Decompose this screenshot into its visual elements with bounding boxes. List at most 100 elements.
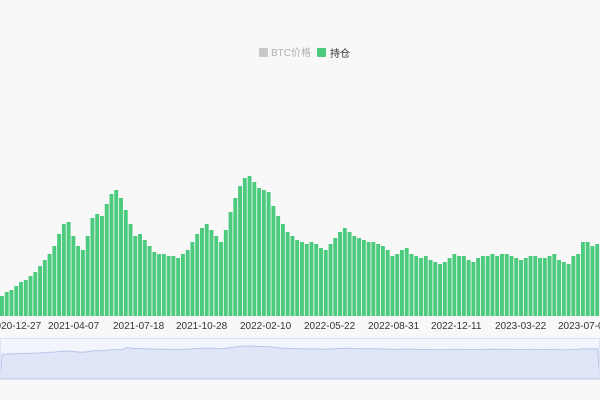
bar bbox=[171, 256, 176, 316]
bar bbox=[585, 242, 590, 316]
x-tick-label: 2021-07-18 bbox=[113, 321, 165, 332]
bar bbox=[347, 232, 352, 316]
bar bbox=[485, 256, 490, 316]
bar bbox=[233, 198, 238, 316]
bar bbox=[366, 242, 371, 316]
bar bbox=[276, 216, 281, 316]
bar bbox=[528, 256, 533, 316]
legend-swatch-holdings bbox=[317, 48, 326, 57]
x-tick-label: 2022-05-22 bbox=[304, 321, 356, 332]
bar bbox=[557, 260, 562, 316]
bar bbox=[209, 230, 214, 316]
bar bbox=[152, 252, 157, 316]
bar bbox=[414, 256, 419, 316]
bar bbox=[480, 256, 485, 316]
x-tick-label: 2022-02-10 bbox=[240, 321, 292, 332]
bar bbox=[300, 242, 304, 316]
bar bbox=[28, 276, 33, 316]
legend-item-btc-price[interactable]: BTC价格 bbox=[259, 46, 311, 59]
bar bbox=[419, 258, 423, 316]
bar bbox=[195, 234, 200, 316]
bar bbox=[495, 256, 500, 316]
bar bbox=[466, 260, 471, 316]
bar bbox=[280, 224, 285, 316]
bar bbox=[476, 258, 481, 316]
bar bbox=[142, 240, 147, 316]
bar bbox=[380, 246, 385, 316]
legend-label-btc-price: BTC价格 bbox=[271, 46, 311, 59]
legend-item-holdings[interactable]: 持仓 bbox=[317, 47, 350, 60]
bar bbox=[376, 244, 381, 316]
bar bbox=[252, 182, 257, 316]
bar bbox=[109, 194, 114, 316]
bar bbox=[271, 206, 276, 316]
bar bbox=[147, 246, 152, 316]
bar-series-holdings bbox=[0, 176, 600, 316]
bar bbox=[95, 214, 100, 316]
x-axis: 2020-12-27 2021-04-07 2021-07-18 2021-10… bbox=[0, 321, 600, 332]
bar bbox=[566, 264, 571, 316]
bar bbox=[295, 240, 300, 316]
bar bbox=[204, 224, 209, 316]
bar bbox=[33, 272, 38, 316]
bar bbox=[123, 210, 128, 316]
bar bbox=[219, 242, 223, 316]
bar bbox=[400, 250, 404, 316]
bar bbox=[547, 256, 552, 316]
bar bbox=[338, 232, 342, 316]
bar bbox=[500, 254, 504, 316]
bar bbox=[285, 232, 290, 316]
bar bbox=[61, 224, 66, 316]
bar bbox=[504, 254, 509, 316]
bar bbox=[157, 254, 162, 316]
bar bbox=[90, 218, 95, 316]
bar bbox=[223, 230, 228, 316]
bar bbox=[323, 250, 328, 316]
bar bbox=[119, 198, 123, 316]
data-zoom-slider[interactable] bbox=[0, 338, 600, 380]
bar bbox=[314, 244, 319, 316]
bar bbox=[304, 244, 309, 316]
bar bbox=[371, 242, 376, 316]
bar bbox=[438, 264, 442, 316]
bar bbox=[352, 236, 357, 316]
bar bbox=[514, 258, 519, 316]
bar bbox=[161, 254, 166, 316]
bar bbox=[214, 236, 219, 316]
bar bbox=[552, 254, 557, 316]
bar bbox=[76, 246, 81, 316]
bar bbox=[595, 244, 600, 316]
bar bbox=[19, 282, 23, 316]
bar bbox=[180, 254, 185, 316]
bar bbox=[80, 250, 85, 316]
bar bbox=[228, 212, 233, 316]
bar bbox=[238, 186, 242, 316]
bar bbox=[9, 290, 14, 316]
bar bbox=[138, 234, 142, 316]
x-tick-label: 2023-07-02 bbox=[558, 321, 600, 332]
bar bbox=[114, 190, 119, 316]
bar bbox=[433, 262, 438, 316]
bar bbox=[23, 280, 28, 316]
bar bbox=[319, 248, 323, 316]
x-tick-label: 2021-04-07 bbox=[48, 321, 100, 332]
bar bbox=[357, 238, 362, 316]
bar bbox=[104, 204, 109, 316]
bar bbox=[266, 192, 271, 316]
bar bbox=[47, 254, 52, 316]
x-tick-label: 2023-03-22 bbox=[495, 321, 547, 332]
bar bbox=[166, 256, 171, 316]
bar bbox=[247, 176, 252, 316]
legend-label-holdings: 持仓 bbox=[330, 47, 350, 60]
bar bbox=[423, 256, 428, 316]
x-tick-label: 2022-08-31 bbox=[368, 321, 420, 332]
bar bbox=[333, 238, 338, 316]
bar bbox=[85, 236, 90, 316]
bar bbox=[452, 254, 457, 316]
bar bbox=[342, 228, 347, 316]
bar bbox=[571, 256, 576, 316]
x-tick-label: 2022-12-11 bbox=[431, 321, 482, 332]
legend[interactable]: BTC价格 持仓 bbox=[259, 46, 350, 60]
bar bbox=[519, 260, 523, 316]
